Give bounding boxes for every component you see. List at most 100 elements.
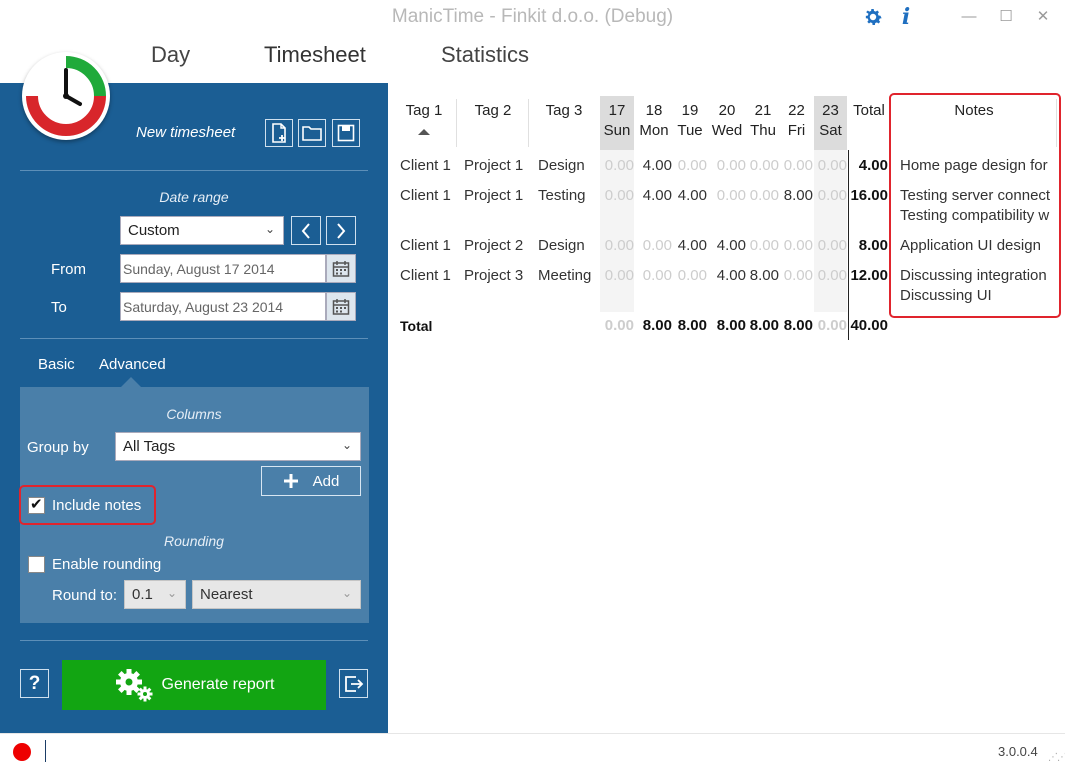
open-folder-button[interactable] [298,119,326,147]
cell-tag2[interactable]: Project 1 [464,157,524,174]
cell-hours[interactable]: 0.00 [817,157,847,174]
header-day-20[interactable]: 20 Wed [708,96,746,150]
chevron-left-icon [301,222,310,239]
cell-hours[interactable]: 0.00 [716,157,746,174]
cell-hours[interactable]: 4.00 [642,157,672,174]
cell-hours[interactable]: 0.00 [783,157,813,174]
next-range-button[interactable] [326,216,356,245]
cell-hours[interactable]: 0.00 [604,187,634,204]
cell-tag3[interactable]: Meeting [538,267,592,284]
cell-tag3[interactable]: Design [538,237,585,254]
help-button[interactable]: ? [20,669,49,698]
tab-basic[interactable]: Basic [38,356,75,373]
maximize-button[interactable]: ☐ [999,8,1013,25]
cell-hours[interactable]: 8.00 [749,267,779,284]
cell-note[interactable]: Testing compatibility w [900,207,1050,224]
include-notes-label[interactable]: Include notes [52,497,142,514]
total-separator-line [848,150,849,340]
save-button[interactable] [332,119,360,147]
weekend-shade-sat [814,150,847,312]
cell-hours[interactable]: 0.00 [817,267,847,284]
cell-tag1[interactable]: Client 1 [400,187,451,204]
cell-hours[interactable]: 0.00 [604,157,634,174]
export-button[interactable] [339,669,368,698]
cell-note[interactable]: Testing server connect [900,187,1050,204]
cell-note[interactable]: Discussing UI [900,287,992,304]
header-tag1[interactable]: Tag 1 [392,96,456,150]
cell-hours[interactable]: 0.00 [749,187,779,204]
header-day-22[interactable]: 22 Fri [780,96,813,150]
cell-total-hours: 8.00 [749,317,779,334]
cell-tag2[interactable]: Project 2 [464,237,524,254]
cell-hours[interactable]: 0.00 [817,187,847,204]
cell-hours[interactable]: 0.00 [604,237,634,254]
group-by-select[interactable]: All Tags ⌄ [115,432,361,461]
header-tag3[interactable]: Tag 3 [545,102,583,119]
cell-row-total: 4.00 [858,157,888,174]
to-calendar-button[interactable] [326,292,356,321]
header-day-19[interactable]: 19 Tue [673,96,707,150]
cell-tag1[interactable]: Client 1 [400,157,451,174]
cell-hours[interactable]: 8.00 [783,187,813,204]
include-notes-checkbox[interactable] [28,495,45,514]
from-calendar-button[interactable] [326,254,356,283]
resize-grip-icon[interactable]: ⋰⋰ [1048,752,1065,763]
from-date-input[interactable]: Sunday, August 17 2014 [120,254,326,283]
previous-range-button[interactable] [291,216,321,245]
cell-tag2[interactable]: Project 1 [464,187,524,204]
calendar-icon [332,298,350,315]
header-day-23[interactable]: 23 Sat [814,96,847,150]
header-day-17[interactable]: 17 Sun [600,96,634,150]
header-day-21[interactable]: 21 Thu [747,96,779,150]
info-icon[interactable]: i [901,4,911,30]
cell-hours[interactable]: 0.00 [677,267,707,284]
generate-report-button[interactable]: Generate report [62,660,326,710]
cell-tag3[interactable]: Design [538,157,585,174]
add-column-button[interactable]: Add [261,466,361,496]
header-total[interactable]: Total [853,102,885,119]
to-date-input[interactable]: Saturday, August 23 2014 [120,292,326,321]
cell-hours[interactable]: 0.00 [749,157,779,174]
cell-hours[interactable]: 4.00 [677,237,707,254]
cell-hours[interactable]: 4.00 [716,237,746,254]
gear-icon[interactable] [861,5,885,29]
tab-advanced[interactable]: Advanced [99,356,166,373]
cell-hours[interactable]: 0.00 [817,237,847,254]
cell-tag1[interactable]: Client 1 [400,267,451,284]
close-button[interactable]: ✕ [1036,8,1050,25]
cell-tag3[interactable]: Testing [538,187,586,204]
minimize-button[interactable]: — [961,7,977,25]
cell-note[interactable]: Home page design for [900,157,1048,174]
cell-hours[interactable]: 0.00 [604,267,634,284]
cell-hours[interactable]: 0.00 [642,237,672,254]
cell-hours[interactable]: 0.00 [642,267,672,284]
cell-hours[interactable]: 0.00 [716,187,746,204]
cell-hours[interactable]: 0.00 [783,237,813,254]
tab-day[interactable]: Day [151,42,191,67]
cell-tag1[interactable]: Client 1 [400,237,451,254]
enable-rounding-checkbox[interactable] [28,556,45,573]
tab-timesheet[interactable]: Timesheet [264,42,366,67]
cell-hours[interactable]: 4.00 [642,187,672,204]
calendar-icon [332,260,350,277]
cell-hours[interactable]: 4.00 [677,187,707,204]
cell-note[interactable]: Discussing integration [900,267,1047,284]
cell-tag2[interactable]: Project 3 [464,267,524,284]
cell-total-hours: 0.00 [817,317,847,334]
manictime-logo [22,52,110,140]
cell-hours[interactable]: 0.00 [783,267,813,284]
cell-hours[interactable]: 0.00 [677,157,707,174]
cell-note[interactable]: Application UI design [900,237,1041,254]
header-tag2[interactable]: Tag 2 [474,102,512,119]
tab-statistics[interactable]: Statistics [441,42,530,67]
enable-rounding-label[interactable]: Enable rounding [52,556,162,573]
round-to-select[interactable]: 0.1 ⌄ [124,580,186,609]
cell-hours[interactable]: 4.00 [716,267,746,284]
date-range-select[interactable]: Custom ⌄ [120,216,284,245]
new-file-button[interactable] [265,119,293,147]
record-icon[interactable] [13,743,31,761]
header-day-18[interactable]: 18 Mon [636,96,672,150]
cell-hours[interactable]: 0.00 [749,237,779,254]
round-mode-select[interactable]: Nearest ⌄ [192,580,361,609]
header-notes[interactable]: Notes [954,102,994,119]
